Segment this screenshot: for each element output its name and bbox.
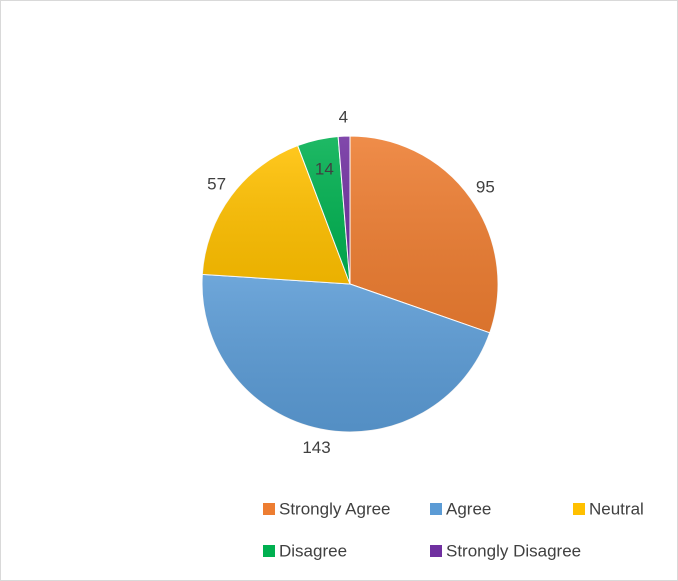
data-label: 4: [339, 108, 348, 127]
legend-label: Disagree: [279, 541, 347, 560]
legend-label: Neutral: [589, 499, 644, 518]
legend-swatch: [430, 503, 442, 515]
legend-swatch: [430, 545, 442, 557]
legend-label: Agree: [446, 499, 491, 518]
legend-swatch: [573, 503, 585, 515]
legend-swatch: [263, 545, 275, 557]
data-label: 57: [207, 175, 226, 194]
data-label: 95: [476, 177, 495, 196]
legend-label: Strongly Agree: [279, 499, 391, 518]
data-label: 143: [302, 438, 330, 457]
legend-label: Strongly Disagree: [446, 541, 581, 560]
legend-swatch: [263, 503, 275, 515]
data-label: 14: [315, 159, 334, 178]
